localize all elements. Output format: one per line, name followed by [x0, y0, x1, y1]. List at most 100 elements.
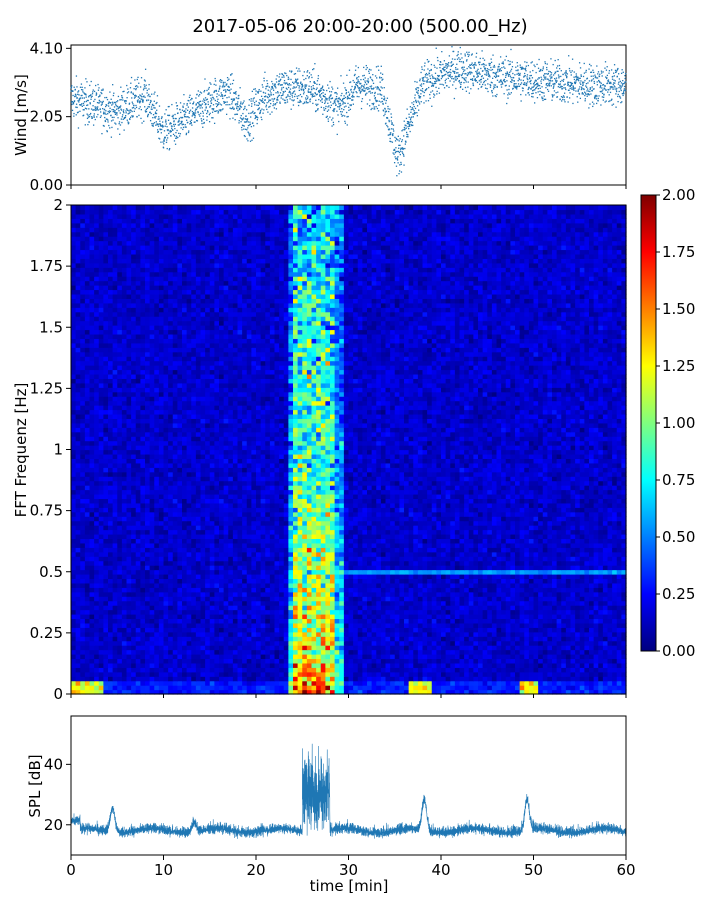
spectrogram-cell [612, 627, 618, 633]
spectrogram-cell [450, 662, 456, 668]
wind-point [594, 76, 597, 78]
wind-point [345, 91, 348, 94]
wind-point [442, 84, 445, 86]
spectrogram-cell [302, 640, 308, 646]
wind-point [546, 88, 549, 91]
wind-point [619, 97, 622, 99]
wind-point [110, 120, 113, 122]
spectrogram-cell [135, 653, 141, 660]
wind-point [379, 77, 381, 79]
wind-point [254, 114, 257, 117]
wind-point [280, 84, 282, 86]
spectrogram-cell [464, 662, 470, 668]
wind-point [175, 131, 177, 134]
wind-point [493, 86, 495, 88]
spectrogram-cell [399, 636, 405, 642]
wind-point [312, 68, 314, 71]
spectrogram-cell [367, 662, 373, 668]
wind-point [145, 108, 147, 111]
spectrogram-cell [228, 631, 234, 637]
wind-point [407, 136, 409, 138]
spectrogram-cell [316, 653, 322, 660]
spectrogram-cell [177, 685, 183, 691]
spectrogram-cell [145, 645, 151, 651]
wind-point [299, 82, 302, 84]
spectrogram-cell [191, 622, 197, 628]
wind-point [545, 84, 547, 86]
spectrogram-cell [154, 653, 160, 660]
wind-point [314, 63, 316, 65]
wind-point [156, 95, 159, 97]
wind-point [512, 72, 514, 75]
spectrogram-cell [468, 658, 474, 664]
wind-point [416, 87, 418, 89]
wind-point [622, 71, 624, 73]
wind-point [85, 108, 88, 110]
spectrogram-cell [538, 667, 544, 673]
wind-point [77, 91, 79, 93]
spectrogram-cell [436, 622, 442, 628]
wind-point [112, 103, 114, 105]
spectrogram-cell [269, 645, 276, 651]
wind-point [363, 74, 365, 77]
spectrogram-cell [473, 676, 479, 682]
spectrogram-cell [135, 689, 141, 695]
spectrogram-cell [112, 645, 118, 651]
wind-point [157, 130, 160, 133]
wind-point [103, 113, 105, 115]
wind-point [485, 72, 488, 74]
spectrogram-cell [473, 645, 479, 651]
spectrogram-cell [89, 645, 95, 651]
wind-point [425, 72, 428, 75]
wind-point [490, 69, 492, 71]
wind-point [622, 82, 624, 85]
spectrogram-cell [279, 662, 285, 668]
spectrogram-cell [464, 631, 470, 637]
wind-point [550, 58, 552, 60]
wind-point [424, 62, 426, 64]
spectrogram-cell [394, 676, 400, 682]
spectrogram-cell [237, 618, 243, 624]
wind-point [495, 71, 498, 74]
wind-point [613, 85, 615, 87]
spectrogram-cell [357, 685, 363, 691]
spectrogram-cell [316, 689, 322, 695]
wind-point [483, 64, 485, 66]
wind-point [497, 68, 499, 70]
wind-point [524, 72, 526, 75]
spectrogram-cell [200, 640, 206, 646]
wind-point [307, 70, 309, 72]
wind-point [610, 86, 612, 88]
wind-point [267, 111, 269, 113]
wind-point [625, 72, 627, 75]
spectrogram-cell [131, 645, 137, 651]
wind-point [407, 121, 410, 123]
wind-point [149, 120, 152, 122]
spectrogram-cell [464, 685, 470, 691]
wind-point [178, 124, 180, 126]
spectrogram-cell [186, 671, 192, 677]
wind-point [212, 104, 215, 106]
wind-point [389, 137, 391, 140]
wind-point [104, 96, 106, 99]
spectrogram-cell [84, 658, 91, 664]
wind-point [196, 107, 198, 109]
wind-point [418, 109, 420, 111]
spectrogram-cell [94, 640, 100, 646]
spectrogram-cell [496, 640, 502, 646]
wind-point [351, 85, 353, 88]
wind-point [299, 93, 302, 96]
wind-point [161, 124, 164, 126]
wind-point [390, 120, 392, 122]
wind-point [478, 72, 480, 75]
wind-point [580, 88, 583, 91]
spectrogram-cell [538, 662, 544, 668]
wind-point [417, 91, 419, 93]
wind-point [96, 108, 98, 111]
wind-point [342, 101, 344, 103]
wind-point [92, 105, 94, 107]
wind-point [408, 128, 410, 130]
wind-point [358, 89, 360, 91]
wind-point [187, 131, 190, 134]
spectrogram-cell [269, 653, 276, 660]
